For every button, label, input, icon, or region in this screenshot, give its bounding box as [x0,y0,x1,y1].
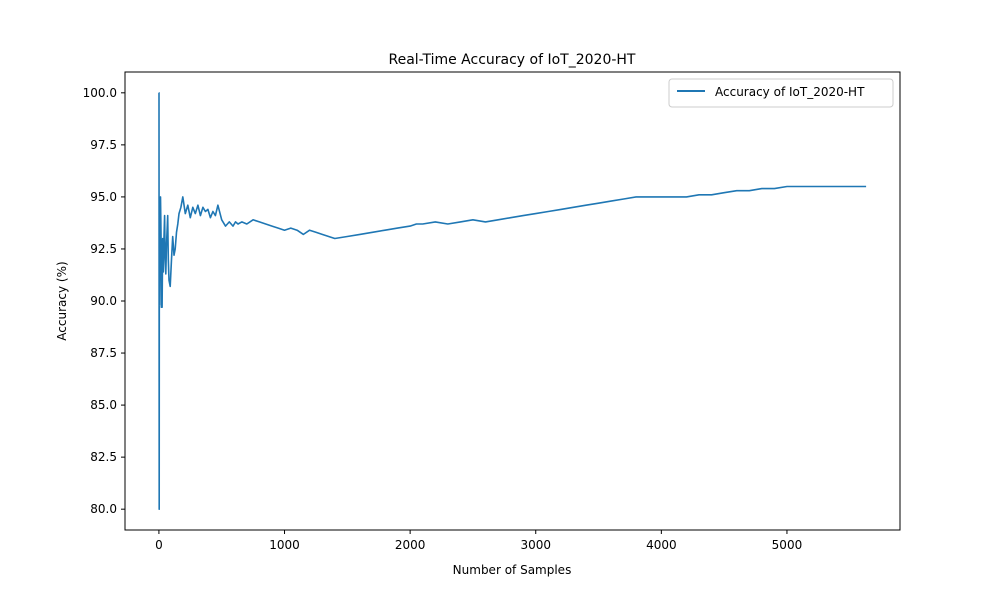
y-tick-label: 80.0 [90,502,117,516]
plot-background [125,72,900,530]
x-axis: 0 1000 2000 3000 4000 5000 [155,530,802,552]
y-tick-label: 97.5 [90,138,117,152]
x-axis-label: Number of Samples [453,563,572,577]
x-tick-label: 4000 [646,538,677,552]
y-tick-label: 90.0 [90,294,117,308]
y-tick-label: 92.5 [90,242,117,256]
y-tick-label: 82.5 [90,450,117,464]
legend-entry: Accuracy of IoT_2020-HT [715,85,865,99]
y-tick-label: 87.5 [90,346,117,360]
series-line [158,92,867,511]
series-layer [158,92,867,511]
y-tick-label: 95.0 [90,190,117,204]
x-tick-label: 5000 [772,538,803,552]
y-axis: 80.0 82.5 85.0 87.5 90.0 92.5 95.0 97.5 100.0 [83,86,125,516]
y-tick-label: 100.0 [83,86,117,100]
x-tick-label: 3000 [520,538,551,552]
y-axis-label: Accuracy (%) [55,261,69,340]
legend: Accuracy of IoT_2020-HT [668,78,894,108]
x-tick-label: 1000 [269,538,300,552]
x-tick-label: 2000 [395,538,426,552]
y-tick-label: 85.0 [90,398,117,412]
chart-title: Real-Time Accuracy of IoT_2020-HT [389,52,636,68]
legend-box [668,78,894,108]
x-tick-label: 0 [155,538,163,552]
